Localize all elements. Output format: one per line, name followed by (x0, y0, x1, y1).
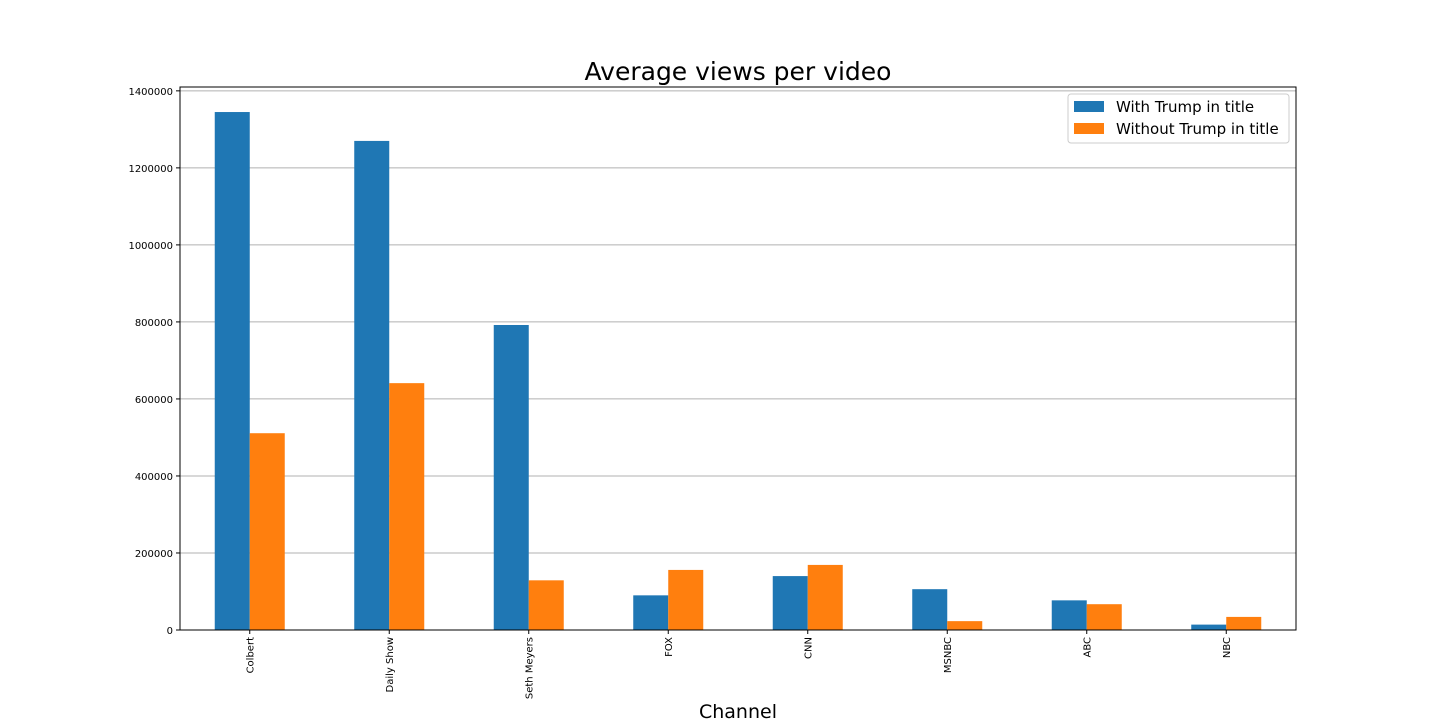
bar-daily-show-series-2 (389, 383, 425, 630)
legend-swatch (1074, 101, 1104, 112)
bar-colbert-series-2 (249, 433, 285, 630)
x-axis: Colbert Daily Show Seth Meyers FOX CNN MSNBC A… (245, 630, 1233, 699)
x-tick-label: Seth Meyers (524, 637, 535, 699)
legend-swatch (1074, 123, 1104, 134)
y-tick-label: 1000000 (128, 241, 173, 252)
y-tick-label: 1200000 (128, 164, 173, 175)
bar-nbc-series-1 (1191, 624, 1227, 630)
bar-cnn-series-1 (772, 576, 808, 630)
bar-fox-series-1 (633, 595, 669, 630)
y-tick-label: 400000 (135, 472, 173, 483)
x-tick-label: Daily Show (385, 637, 396, 692)
x-tick-label: CNN (803, 637, 814, 659)
legend-box (1067, 93, 1290, 144)
x-tick-label: FOX (664, 637, 675, 657)
gridlines (180, 90, 1296, 554)
x-tick-label: ABC (1082, 637, 1093, 658)
bar-colbert-series-1 (214, 112, 250, 630)
chart-title: Average views per video (585, 57, 892, 86)
y-tick-label: 1400000 (128, 87, 173, 98)
y-tick-label: 0 (167, 626, 173, 637)
x-tick-label: Colbert (245, 637, 256, 673)
legend-label: Without Trump in title (1116, 120, 1279, 138)
legend: With Trump in title Without Trump in titl… (1067, 93, 1290, 144)
x-tick-label: NBC (1222, 637, 1233, 658)
y-tick-label: 200000 (135, 549, 173, 560)
bar-daily-show-series-1 (354, 140, 390, 630)
bar-fox-series-2 (668, 569, 704, 630)
x-tick-label: MSNBC (943, 637, 954, 673)
bar-abc-series-2 (1086, 604, 1122, 630)
bars (214, 112, 1262, 630)
y-tick-label: 800000 (135, 318, 173, 329)
bar-msnbc-series-1 (912, 589, 948, 630)
bar-seth-meyers-series-2 (528, 580, 564, 630)
bar-abc-series-1 (1051, 600, 1087, 630)
x-axis-label: Channel (699, 701, 777, 720)
y-tick-label: 600000 (135, 395, 173, 406)
bar-msnbc-series-2 (947, 621, 983, 630)
bar-nbc-series-2 (1226, 616, 1262, 630)
plot-frame (179, 86, 1297, 631)
bar-cnn-series-2 (807, 564, 843, 630)
legend-label: With Trump in title (1116, 98, 1254, 116)
y-axis: 0 200000 400000 600000 800000 1000000 1200000 1… (128, 87, 180, 637)
bar-seth-meyers-series-1 (493, 324, 529, 630)
